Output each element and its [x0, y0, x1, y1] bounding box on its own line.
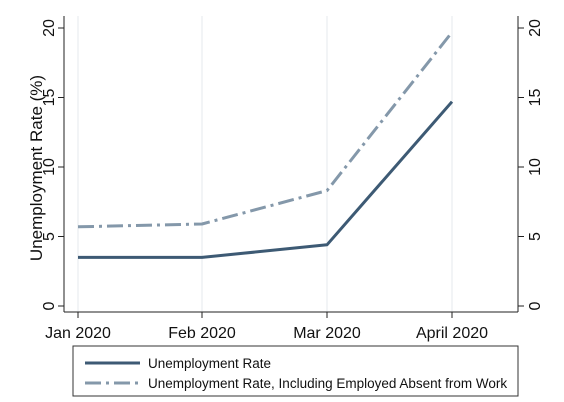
axes-layer: Jan 2020 Feb 2020 Mar 2020 April 2020 0 0 5 5 10… — [41, 16, 544, 342]
legend: Unemployment Rate Unemployment Rate, Inc… — [72, 345, 519, 397]
legend-label-unemployment-rate: Unemployment Rate — [148, 356, 271, 371]
x-tick-label-mar-2020: Mar 2020 — [293, 325, 361, 342]
y-axis-title: Unemployment Rate (%) — [27, 75, 46, 261]
y-tick-label-right-10: 10 — [527, 158, 544, 176]
y-tick-label-left-5: 5 — [41, 232, 58, 241]
x-tick-label-april-2020: April 2020 — [416, 325, 488, 342]
series-line-unemployment-rate — [78, 100, 454, 259]
y-tick-label-right-20: 20 — [527, 19, 544, 37]
y-tick-label-left-0: 0 — [41, 301, 58, 310]
series-line-unemployment-rate-including-employed-absent-from-work — [77, 31, 454, 229]
y-tick-label-left-10: 10 — [41, 158, 58, 176]
y-tick-label-right-5: 5 — [527, 232, 544, 241]
grid-layer — [77, 16, 453, 312]
x-tick-label-jan-2020: Jan 2020 — [45, 325, 111, 342]
legend-box — [72, 345, 519, 397]
series-layer — [77, 31, 454, 259]
y-tick-label-left-20: 20 — [41, 19, 58, 37]
x-tick-label-feb-2020: Feb 2020 — [168, 325, 236, 342]
y-tick-label-right-0: 0 — [527, 301, 544, 310]
legend-label-including-absent: Unemployment Rate, Including Employed Ab… — [148, 376, 507, 391]
y-tick-label-right-15: 15 — [527, 89, 544, 107]
y-tick-label-left-15: 15 — [41, 89, 58, 107]
